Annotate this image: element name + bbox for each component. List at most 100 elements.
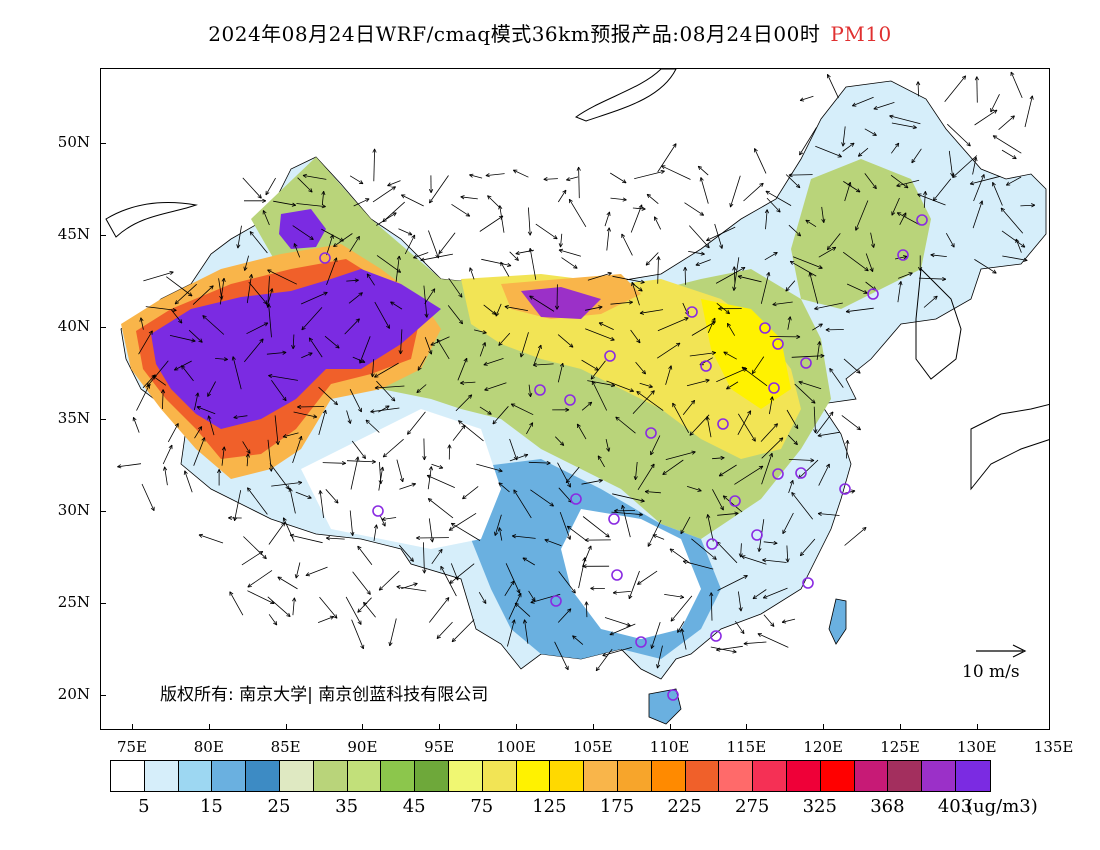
wind-vector-icon [196,406,216,415]
wind-vector-head [670,617,673,622]
wind-vector-icon [815,145,842,158]
wind-vector-head [335,614,338,619]
wind-vector-head [672,402,677,406]
wind-vector-head [357,318,360,323]
wind-vector-icon [665,365,672,385]
wind-vector-icon [174,283,197,305]
wind-vector-icon [973,174,985,202]
wind-vector-icon [305,566,328,576]
wind-vector-head [975,157,978,162]
wind-vector-head [866,267,869,271]
wind-vector-head [366,592,371,595]
wind-vector-head [191,340,196,343]
wind-vector-head [727,309,730,314]
wind-vector-icon [895,256,908,260]
wind-vector-head [800,100,805,102]
wind-vector-icon [524,619,529,644]
legend-swatch [888,761,923,791]
wind-vector-head [1005,181,1009,186]
wind-vector-head [514,602,520,605]
longitude-tick [439,724,441,730]
wind-vector-head [771,453,773,458]
wind-vector-head [805,219,810,222]
longitude-tick [976,724,978,730]
wind-vector-head [631,282,633,287]
wind-vector-head [981,200,984,205]
wind-vector-icon [293,243,301,258]
wind-vector-head [483,361,487,366]
wind-vector-head [462,497,467,500]
wind-vector-head [354,279,359,283]
wind-vector-head [352,531,355,536]
longitude-label: 105E [573,738,613,756]
wind-vector-head [615,416,618,421]
longitude-tick [592,724,594,730]
wind-vector-head [366,273,369,278]
station-circle-icon [564,394,576,406]
wind-vector-icon [716,645,743,651]
wind-vector-head [231,356,234,361]
wind-vector-head [363,601,368,605]
station-circle-icon [635,636,647,648]
wind-vector-head [598,478,603,481]
wind-vector-head [244,267,248,271]
wind-vector-head [424,569,427,574]
wind-vector-head [762,558,767,561]
wind-vector-icon [351,619,364,649]
wind-vector-head [398,350,401,355]
wind-vector-head [497,527,500,532]
wind-vector-head [852,102,856,107]
wind-vector-icon [390,301,403,310]
wind-vector-head [662,473,667,475]
wind-vector-icon [267,288,273,306]
wind-vector-head [672,143,677,147]
wind-vector-icon [192,285,214,305]
wind-vector-head [498,205,501,210]
wind-vector-icon [398,544,414,562]
wind-vector-head [409,559,414,562]
wind-vector-head [282,398,287,402]
wind-vector-head [691,450,696,453]
wind-vector-head [969,181,974,185]
wind-vector-head [817,435,822,438]
wind-vector-head [614,510,619,513]
legend-label: 275 [735,796,770,817]
wind-vector-icon [273,200,296,206]
wind-vector-head [491,313,496,315]
wind-vector-head [297,406,302,409]
wind-vector-icon [352,571,371,595]
wind-vector-head [798,380,803,382]
wind-vector-head [202,315,205,320]
wind-vector-head [160,389,164,394]
station-circle-icon [534,384,546,396]
wind-vector-head [275,621,278,626]
latitude-tick [100,143,106,144]
legend-label: 175 [599,796,635,817]
wind-vector-icon [635,461,638,480]
wind-vector-head [701,211,705,216]
wind-vector-head [117,466,122,469]
wind-vector-head [361,456,366,459]
wind-vector-icon [889,115,921,125]
wind-vector-head [792,480,794,485]
wind-vector-head [935,295,938,300]
wind-vector-head [512,534,517,537]
wind-vector-head [738,553,741,558]
wind-vector-head [648,386,653,389]
wind-vector-head [515,250,520,255]
wind-vector-head [329,234,334,238]
latitude-tick [100,235,106,236]
wind-vector-head [831,411,834,416]
wind-vector-head [732,649,737,653]
wind-vector-head [973,156,977,161]
station-circle-icon [772,338,784,350]
wind-vector-icon [378,570,400,591]
wind-vector-head [815,429,818,434]
wind-vector-head [1012,115,1015,120]
wind-vector-icon [372,186,396,203]
wind-vector-head [268,303,272,308]
wind-vector-icon [528,590,536,602]
wind-vector-head [335,346,340,349]
wind-vector-icon [267,276,270,308]
wind-vector-head [312,416,317,419]
